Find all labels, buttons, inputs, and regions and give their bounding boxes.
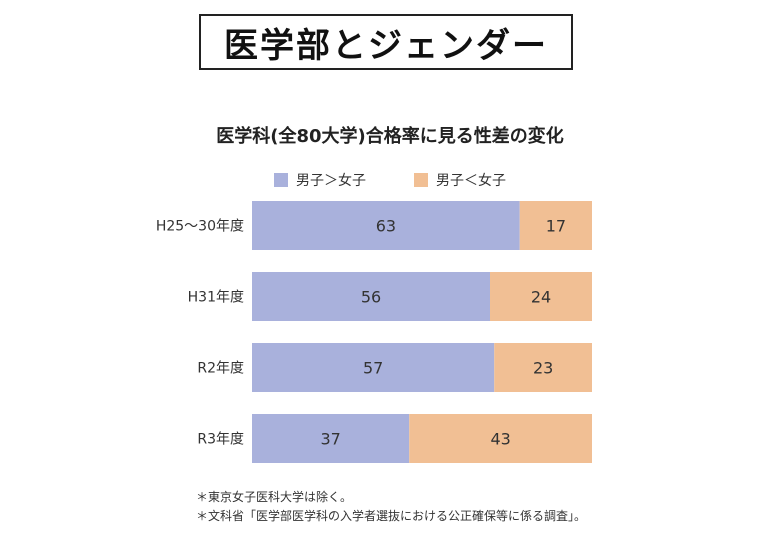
footnotes: ＊東京女子医科大学は除く。 ＊文科省「医学部医学科の入学者選抜における公正確保等… [196, 488, 586, 526]
footnote-1: ＊東京女子医科大学は除く。 [196, 490, 353, 504]
legend-label-male-higher: 男子＞女子 [296, 173, 366, 189]
data-label: 23 [533, 359, 553, 378]
bar-segment [490, 272, 592, 321]
bar-segment [494, 343, 592, 392]
bar-segment [519, 201, 592, 250]
bar-segment [409, 414, 592, 463]
legend-swatch-female-higher [414, 173, 428, 187]
banner-title: 医学部とジェンダー [199, 14, 573, 70]
legend-item-female-higher: 男子＜女子 [414, 170, 506, 190]
data-label: 17 [546, 217, 566, 236]
legend: 男子＞女子 男子＜女子 [0, 170, 780, 190]
data-label: 57 [363, 359, 383, 378]
data-label: 43 [490, 430, 510, 449]
bar-segment [252, 201, 520, 250]
bar-segment [252, 343, 495, 392]
category-label: H25〜30年度 [156, 219, 244, 235]
legend-label-female-higher: 男子＜女子 [436, 173, 506, 189]
legend-item-male-higher: 男子＞女子 [274, 170, 366, 190]
data-label: 24 [531, 288, 551, 307]
bar-segment [252, 272, 490, 321]
category-label: R2年度 [197, 361, 244, 377]
data-label: 56 [361, 288, 381, 307]
data-label: 63 [376, 217, 396, 236]
bar-segment [252, 414, 410, 463]
data-label: 37 [320, 430, 340, 449]
category-label: H31年度 [188, 290, 244, 306]
category-label: R3年度 [197, 432, 244, 448]
chart-title: 医学科(全80大学)合格率に見る性差の変化 [216, 126, 564, 147]
footnote-2: ＊文科省「医学部医学科の入学者選抜における公正確保等に係る調査」。 [196, 509, 587, 523]
legend-swatch-male-higher [274, 173, 288, 187]
